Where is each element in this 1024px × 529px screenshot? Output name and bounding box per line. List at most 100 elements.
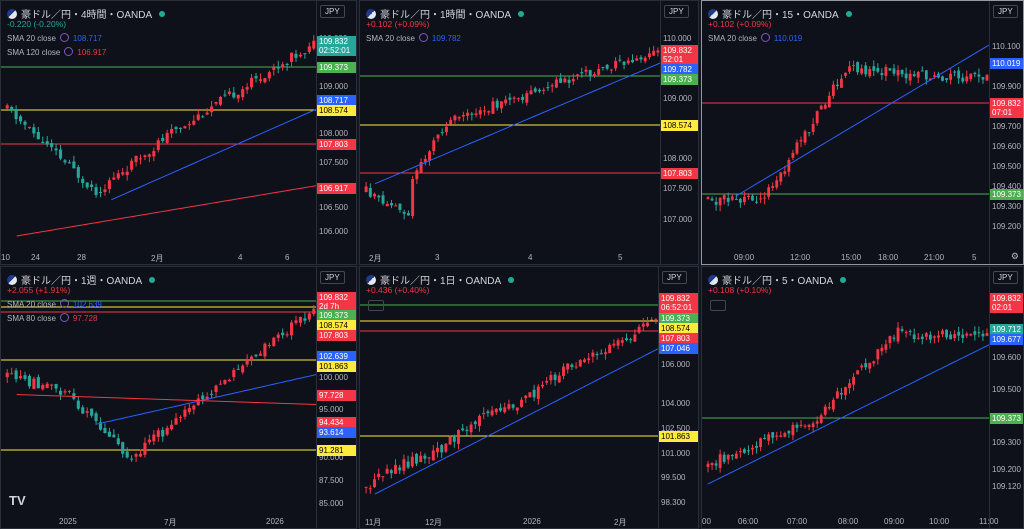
time-tick: 21:00 <box>924 253 945 262</box>
chart-pane-6[interactable]: 豪ドル／円・5・OANDA +0.108 (+0.10%) JPY 109.600 10… <box>701 266 1024 529</box>
time-tick: 4 <box>238 253 243 262</box>
indicator-legend[interactable]: SMA 20 close 102.639 <box>7 299 102 309</box>
price-tick: 90.000 <box>319 453 344 462</box>
candlestick-plot[interactable] <box>1 267 316 529</box>
market-status-icon <box>840 276 847 283</box>
countdown: 06:52:01 <box>661 303 693 312</box>
price-tick: 107.500 <box>663 184 692 193</box>
price-label: 107.803 <box>661 168 698 179</box>
indicator-name: SMA 20 close <box>708 34 757 43</box>
price-tick: 109.200 <box>992 465 1021 474</box>
gear-icon[interactable]: ⚙ <box>1010 251 1019 261</box>
time-tick: 6 <box>285 253 290 262</box>
price-label: 101.863 <box>659 431 698 442</box>
price-axis[interactable] <box>989 1 1023 264</box>
indicator-legend[interactable]: SMA 20 close 109.782 <box>366 33 461 43</box>
chart-pane-5[interactable]: 豪ドル／円・1日・OANDA +0.436 (+0.40%) JPY 106.000 1… <box>359 266 699 529</box>
time-tick: 06:00 <box>738 517 759 526</box>
indicator-legend[interactable]: SMA 20 close 110.019 <box>708 33 802 43</box>
chart-pane-1[interactable]: 豪ドル／円・4時間・OANDA -0.220 (-0.20%) SMA 20 clo… <box>0 0 357 265</box>
price-label: 109.832 2d 7h <box>317 292 356 312</box>
price-label: 109.373 <box>659 313 698 324</box>
price-label: 109.832 02:52:01 <box>317 36 356 56</box>
price-tick: 109.900 <box>992 82 1021 91</box>
price-change: +2.055 (+1.91%) <box>7 285 71 295</box>
price-label: 107.046 <box>659 343 698 354</box>
time-tick: 11月 <box>365 518 382 527</box>
price-tick: 109.000 <box>663 94 692 103</box>
indicator-legend[interactable]: SMA 80 close 97.728 <box>7 313 97 323</box>
indicator-legend[interactable]: SMA 20 close 108.717 <box>7 33 102 43</box>
currency-button[interactable]: JPY <box>320 271 345 284</box>
indicator-settings-icon[interactable] <box>64 47 74 56</box>
time-tick: 2026 <box>266 517 284 526</box>
currency-flag-icon <box>708 274 718 285</box>
price-tick: 101.000 <box>661 449 690 458</box>
price-tick: 109.300 <box>992 438 1021 447</box>
chart-pane-2[interactable]: 豪ドル／円・1時間・OANDA +0.102 (+0.09%) SMA 20 clo… <box>359 0 699 265</box>
price-tick: 102.500 <box>661 424 690 433</box>
time-tick: 28 <box>77 253 86 262</box>
chart-title: 豪ドル／円・4時間・OANDA <box>7 6 166 21</box>
countdown: 02:01 <box>992 303 1013 312</box>
time-tick: 5 <box>972 253 977 262</box>
indicator-settings-icon[interactable] <box>59 33 69 42</box>
price-label: 109.373 <box>317 62 356 73</box>
indicator-name: SMA 120 close <box>7 48 61 57</box>
collapse-legend-button[interactable] <box>710 300 726 311</box>
currency-button[interactable]: JPY <box>993 5 1018 18</box>
price-change: +0.102 (+0.09%) <box>708 19 772 29</box>
countdown: 02:52:01 <box>319 46 351 55</box>
price-axis[interactable] <box>989 267 1023 528</box>
symbol-title: 豪ドル／円・1日・OANDA <box>380 276 502 287</box>
time-tick: 12:00 <box>790 253 811 262</box>
chart-pane-3[interactable]: 豪ドル／円・15・OANDA +0.102 (+0.09%) SMA 20 clos… <box>701 0 1024 265</box>
price-axis[interactable] <box>316 1 356 264</box>
symbol-title: 豪ドル／円・5・OANDA <box>722 276 834 287</box>
price-label: 108.574 <box>317 105 356 116</box>
indicator-legend[interactable]: SMA 120 close 106.917 <box>7 47 106 57</box>
currency-button[interactable]: JPY <box>664 5 689 18</box>
market-status-icon <box>845 10 852 17</box>
price-tick: 98.300 <box>661 498 686 507</box>
collapse-legend-button[interactable] <box>368 300 384 311</box>
price-label: 108.574 <box>661 120 698 131</box>
price-axis[interactable] <box>316 267 356 528</box>
price-label: 106.917 <box>317 183 356 194</box>
price-label: 108.574 <box>659 323 698 334</box>
price-tick: 109.600 <box>992 353 1021 362</box>
price-label: 109.712 <box>990 324 1023 335</box>
indicator-settings-icon[interactable] <box>418 33 428 42</box>
price-label: 109.373 <box>317 310 356 321</box>
price-tick: 109.700 <box>992 122 1021 131</box>
indicator-settings-icon[interactable] <box>760 33 770 42</box>
currency-button[interactable]: JPY <box>662 271 687 284</box>
indicator-settings-icon[interactable] <box>59 299 69 308</box>
candlestick-plot[interactable] <box>360 267 658 529</box>
price-tick: 109.120 <box>992 482 1021 491</box>
time-tick: 5 <box>618 253 623 262</box>
currency-button[interactable]: JPY <box>993 271 1018 284</box>
price-axis[interactable] <box>660 1 698 264</box>
price-label: 109.832 02:01 <box>990 293 1023 313</box>
candlestick-plot[interactable] <box>1 1 316 265</box>
time-tick: 4 <box>528 253 533 262</box>
time-tick: 2月 <box>369 254 382 263</box>
indicator-settings-icon[interactable] <box>59 313 69 322</box>
price-tick: 108.000 <box>319 129 348 138</box>
price-label: 93.614 <box>317 427 356 438</box>
candlestick-plot[interactable] <box>702 1 989 265</box>
price-change: +0.102 (+0.09%) <box>366 19 430 29</box>
candlestick-plot[interactable] <box>702 267 989 529</box>
chart-pane-4[interactable]: 豪ドル／円・1週・OANDA +2.055 (+1.91%) SMA 20 clos… <box>0 266 357 529</box>
price-label: 101.863 <box>317 361 356 372</box>
currency-button[interactable]: JPY <box>320 5 345 18</box>
price-label: 109.832 52:01 <box>661 45 698 65</box>
price-axis[interactable] <box>658 267 698 528</box>
price-label: 107.803 <box>659 333 698 344</box>
price-tick: 110.100 <box>992 42 1021 51</box>
time-tick: 10 <box>1 253 10 262</box>
price-label: 109.832 07:01 <box>990 98 1023 118</box>
time-tick: 2026 <box>523 517 541 526</box>
candlestick-plot[interactable] <box>360 1 660 265</box>
